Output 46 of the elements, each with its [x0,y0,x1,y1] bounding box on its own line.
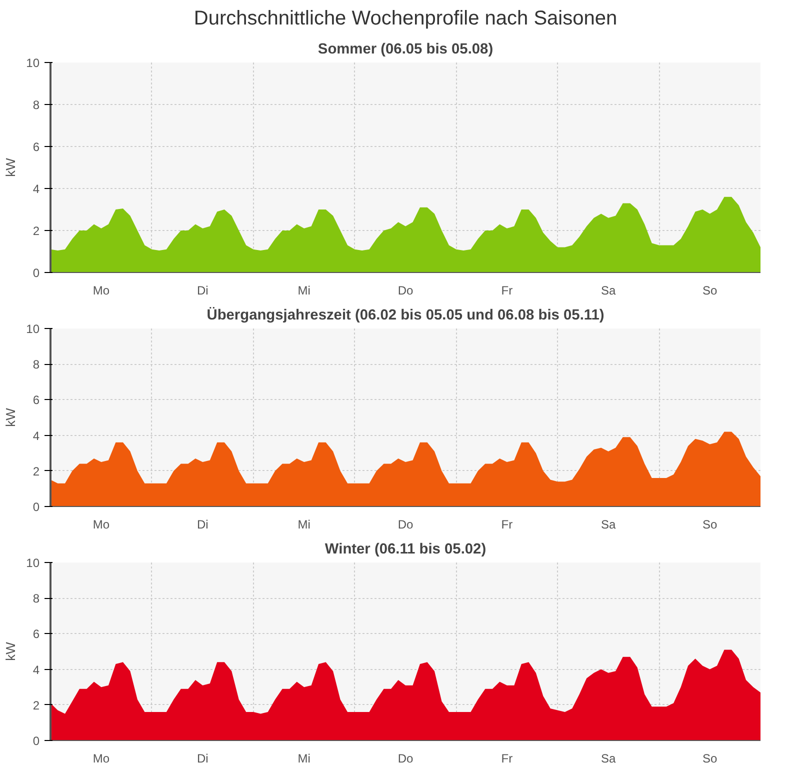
chart-subtitle: Sommer (06.05 bis 05.08) [318,42,494,58]
x-tick-label: Sa [601,284,616,298]
y-tick-label: 0 [32,266,40,280]
x-tick-label: Mi [298,518,310,532]
x-tick-label: Mo [92,284,110,298]
x-tick-label: Mo [92,518,110,532]
x-tick-label: Fr [501,284,513,298]
y-tick-label: 6 [32,627,40,642]
chart-title: Übergangsjahreszeit (06.02 bis 05.05 und 06.08 bis 05.11) [206,306,604,324]
y-tick-label: 6 [32,140,40,154]
y-tick-label: 2 [32,464,40,478]
y-tick-label: 4 [32,662,40,677]
x-tick-label: So [702,518,718,532]
x-tick-label: So [702,752,718,766]
chart-title: Durchschnittliche Wochenprofile nach Saisonen [194,8,618,30]
y-tick-label: 10 [26,56,40,70]
x-tick-label: Di [196,518,208,532]
y-tick-label: 8 [32,358,40,372]
x-tick-label: Fr [501,752,513,766]
x-tick-label: So [702,284,718,298]
y-tick-label: 2 [32,698,40,712]
x-tick-label: Do [398,752,414,766]
y-tick-label: 0 [32,500,40,514]
x-tick-label: Fr [501,518,513,532]
x-tick-label: Do [398,518,414,532]
y-axis-title: kW [3,157,18,177]
y-tick-label: 10 [26,556,40,570]
y-axis-title: kW [3,641,18,661]
y-tick-label: 8 [32,98,40,112]
y-tick-label: 10 [26,322,40,336]
y-tick-label: 8 [32,592,40,606]
x-tick-label: Do [398,284,414,298]
y-tick-label: 0 [32,734,40,748]
chart-title: Winter (06.11 bis 05.02) [324,542,486,558]
y-tick-label: 4 [32,428,40,443]
y-tick-label: 2 [32,224,40,238]
x-tick-label: Mi [298,284,310,298]
y-tick-label: 6 [32,393,40,408]
x-tick-label: Di [196,284,208,298]
x-tick-label: Di [196,752,208,766]
x-tick-label: Sa [601,518,616,532]
x-tick-label: Mi [298,752,310,766]
y-axis-title: kW [3,407,18,427]
x-tick-label: Sa [601,752,616,766]
y-tick-label: 4 [32,182,40,196]
x-tick-label: Mo [92,752,110,766]
